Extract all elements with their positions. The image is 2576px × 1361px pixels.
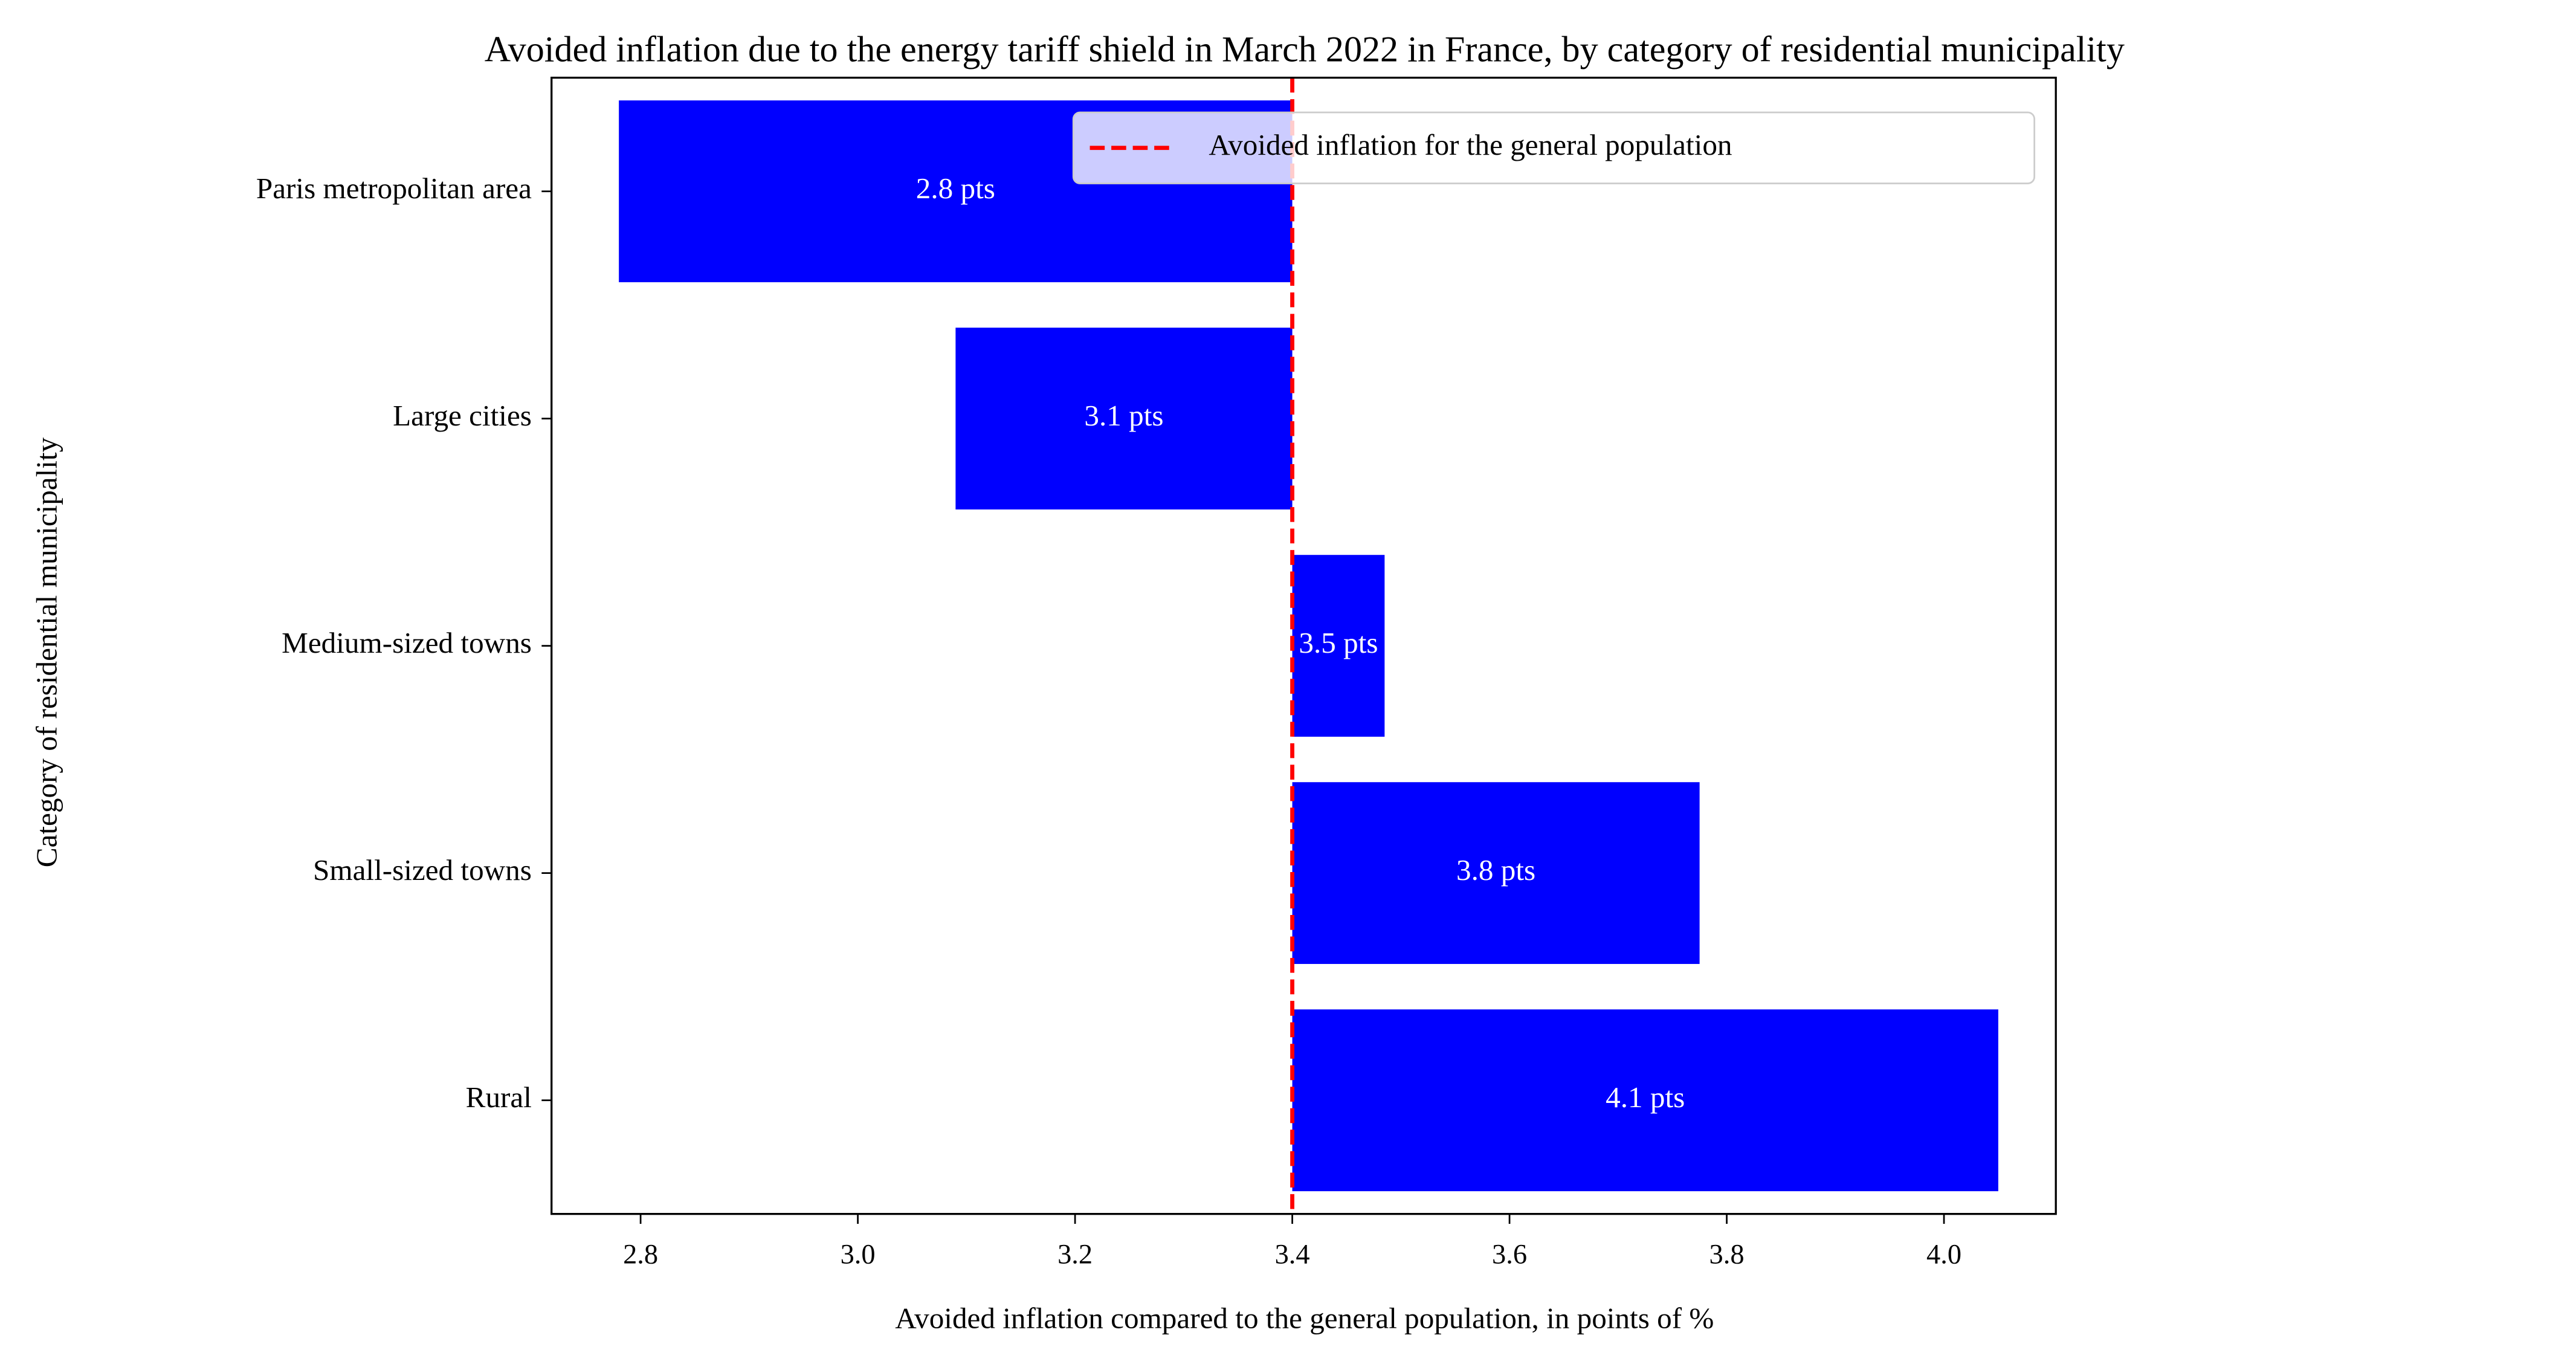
bar [1292, 1009, 1998, 1192]
x-tick-label: 2.8 [623, 1239, 658, 1270]
x-tick-label: 3.4 [1275, 1239, 1310, 1270]
y-tick-label: Paris metropolitan area [256, 172, 532, 205]
axes-frame [550, 76, 2057, 1215]
bar [955, 328, 1293, 510]
chart-title: Avoided inflation due to the energy tari… [485, 29, 2125, 70]
y-tick-label: Large cities [393, 399, 532, 432]
x-tick-label: 3.2 [1057, 1239, 1093, 1270]
y-tick-label: Small-sized towns [313, 853, 532, 887]
y-axis-label: Category of residential municipality [30, 437, 63, 867]
x-tick-label: 3.6 [1492, 1239, 1527, 1270]
bar [1292, 782, 1700, 965]
y-tick-label: Rural [466, 1081, 532, 1114]
bar [1292, 555, 1385, 737]
value-label: 4.1 pts [1606, 1081, 1685, 1114]
value-label: 2.8 pts [916, 172, 995, 205]
value-label: 3.5 pts [1299, 626, 1378, 659]
x-axis-label: Avoided inflation compared to the genera… [895, 1302, 1714, 1335]
value-label: 3.8 pts [1456, 853, 1535, 887]
x-tick-label: 3.8 [1709, 1239, 1745, 1270]
legend: Avoided inflation for the general popula… [1072, 111, 2036, 184]
legend-label: Avoided inflation for the general popula… [1209, 128, 1732, 161]
value-label: 3.1 pts [1084, 399, 1163, 432]
x-tick-label: 3.0 [841, 1239, 876, 1270]
legend-box [1072, 111, 2036, 184]
y-tick-label: Medium-sized towns [282, 626, 532, 659]
x-tick-label: 4.0 [1926, 1239, 1961, 1270]
